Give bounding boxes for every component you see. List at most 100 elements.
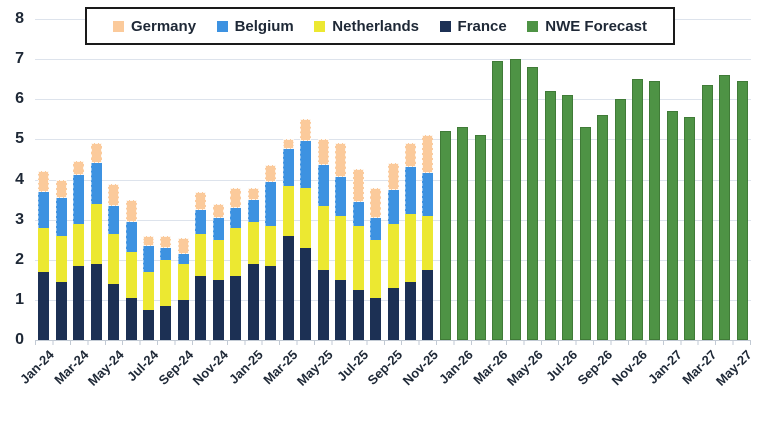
bar-segment-netherlands-Mar-24 [73,223,85,266]
legend-label: Germany [131,17,197,35]
bar-segment-germany-Feb-24 [55,179,67,198]
bar-segment-france-Jan-24 [38,271,50,340]
bar-segment-germany-Sep-24 [177,237,189,254]
bar-segment-france-Jan-25 [247,263,259,340]
gridline-7 [35,59,751,61]
x-axis-label-May-27: May-27 [713,347,755,389]
legend-swatch-france [439,20,451,32]
bar-segment-germany-Dec-24 [230,187,242,208]
bar-segment-germany-Mar-24 [73,161,85,176]
legend-item-nwe-forecast: NWE Forecast [527,18,647,35]
legend-label: Netherlands [332,17,419,35]
bar-segment-germany-May-25 [317,139,329,166]
bar-segment-belgium-May-25 [317,165,329,206]
bar-segment-germany-Jul-24 [143,235,154,246]
bar-segment-france-May-24 [108,283,120,340]
bar-segment-belgium-Jun-24 [125,221,137,252]
forecast-bar-Oct-26 [614,99,626,340]
bar-segment-france-Feb-24 [55,281,67,340]
x-axis-label-May-25: May-25 [293,347,336,389]
legend-swatch-belgium [216,20,228,32]
bar-segment-belgium-Apr-24 [90,163,102,204]
bar-segment-belgium-Dec-24 [230,207,242,228]
forecast-bar-Nov-26 [631,79,643,340]
bar-segment-netherlands-Aug-24 [160,259,172,306]
bar-segment-france-Feb-25 [265,265,277,340]
bar-segment-france-May-25 [317,269,329,340]
legend-item-belgium: Belgium [216,18,294,35]
x-axis-label-Jan-24: Jan-24 [16,347,57,387]
bar-segment-belgium-Jan-25 [247,199,259,222]
x-axis-label-Sep-25: Sep-25 [364,347,406,388]
x-axis-line [35,340,751,341]
y-axis-label-2: 2 [15,250,24,268]
legend-swatch-nwe-forecast [527,20,539,32]
bar-segment-belgium-Feb-24 [55,197,67,236]
forecast-bar-May-27 [736,81,748,340]
bar-segment-france-Sep-24 [177,299,189,340]
x-axis-label-Mar-27: Mar-27 [679,347,720,388]
forecast-bar-Jul-26 [562,95,574,340]
legend-swatch-germany [113,20,124,32]
bar-segment-germany-Aug-24 [160,235,172,248]
bar-segment-france-Jun-25 [335,279,347,340]
bar-segment-belgium-Jan-24 [38,191,50,228]
bar-segment-netherlands-Mar-25 [282,185,294,236]
bar-segment-belgium-Sep-25 [387,189,399,224]
bar-segment-germany-Apr-25 [300,119,312,142]
forecast-bar-Dec-26 [649,81,661,340]
x-axis-label-Nov-26: Nov-26 [608,347,651,389]
forecast-bar-Jan-26 [457,127,469,340]
y-axis-label-1: 1 [15,290,24,308]
bar-segment-germany-Jun-24 [125,199,137,222]
bar-segment-belgium-Sep-24 [177,253,189,264]
bar-segment-belgium-Mar-24 [73,175,85,224]
bar-segment-netherlands-May-24 [108,233,120,284]
x-axis-label-Jan-27: Jan-27 [645,347,686,387]
bar-segment-germany-Nov-24 [212,203,224,218]
y-axis-label-5: 5 [15,130,24,148]
forecast-bar-Mar-26 [492,61,504,340]
x-axis-label-Jan-25: Jan-25 [226,347,266,387]
x-axis-label-Nov-24: Nov-24 [189,347,231,389]
bar-segment-netherlands-Feb-25 [265,225,277,266]
y-axis-label-8: 8 [15,10,24,27]
bar-segment-france-Aug-25 [370,297,382,340]
forecast-bar-Apr-26 [509,59,521,340]
chart-legend: Germany Belgium Netherlands France NWE Forec… [85,7,675,45]
bar-segment-netherlands-Jun-25 [335,215,347,280]
bar-segment-netherlands-Oct-24 [195,233,207,276]
bar-segment-germany-Mar-25 [282,139,294,150]
bar-segment-belgium-Aug-25 [370,217,382,240]
bar-segment-france-Apr-24 [90,263,102,340]
bar-segment-france-Oct-24 [195,275,207,340]
y-axis-label-4: 4 [15,170,24,188]
x-axis-label-Sep-26: Sep-26 [574,347,616,388]
bar-segment-germany-Jun-25 [335,143,347,178]
bar-segment-belgium-Nov-24 [212,217,224,240]
gridline-5 [35,139,751,141]
bar-segment-netherlands-Nov-24 [212,239,224,280]
bar-segment-france-Dec-24 [230,275,242,340]
bar-segment-belgium-Feb-25 [265,181,277,226]
bar-segment-germany-Oct-24 [195,191,207,210]
bar-segment-germany-Apr-24 [90,143,102,164]
bar-segment-netherlands-Apr-25 [300,187,312,248]
x-axis-label-May-26: May-26 [503,347,546,389]
bar-segment-france-Nov-25 [422,269,434,340]
x-axis-label-Mar-24: Mar-24 [51,347,92,388]
x-axis-label-Mar-26: Mar-26 [470,347,511,388]
bar-segment-germany-Jan-24 [38,171,50,192]
bar-segment-belgium-Oct-25 [404,167,416,214]
y-axis-label-3: 3 [15,210,24,228]
bar-segment-germany-Feb-25 [265,165,277,182]
bar-segment-germany-Aug-25 [370,187,382,218]
x-axis-label-Mar-25: Mar-25 [260,347,301,388]
y-axis-label-7: 7 [15,50,24,68]
x-axis-label-Jul-26: Jul-26 [543,347,581,385]
forecast-bar-Jun-26 [544,91,556,340]
x-axis-label-Sep-24: Sep-24 [155,347,197,388]
y-axis-label-0: 0 [15,331,24,348]
bar-segment-netherlands-Jul-24 [143,271,154,310]
